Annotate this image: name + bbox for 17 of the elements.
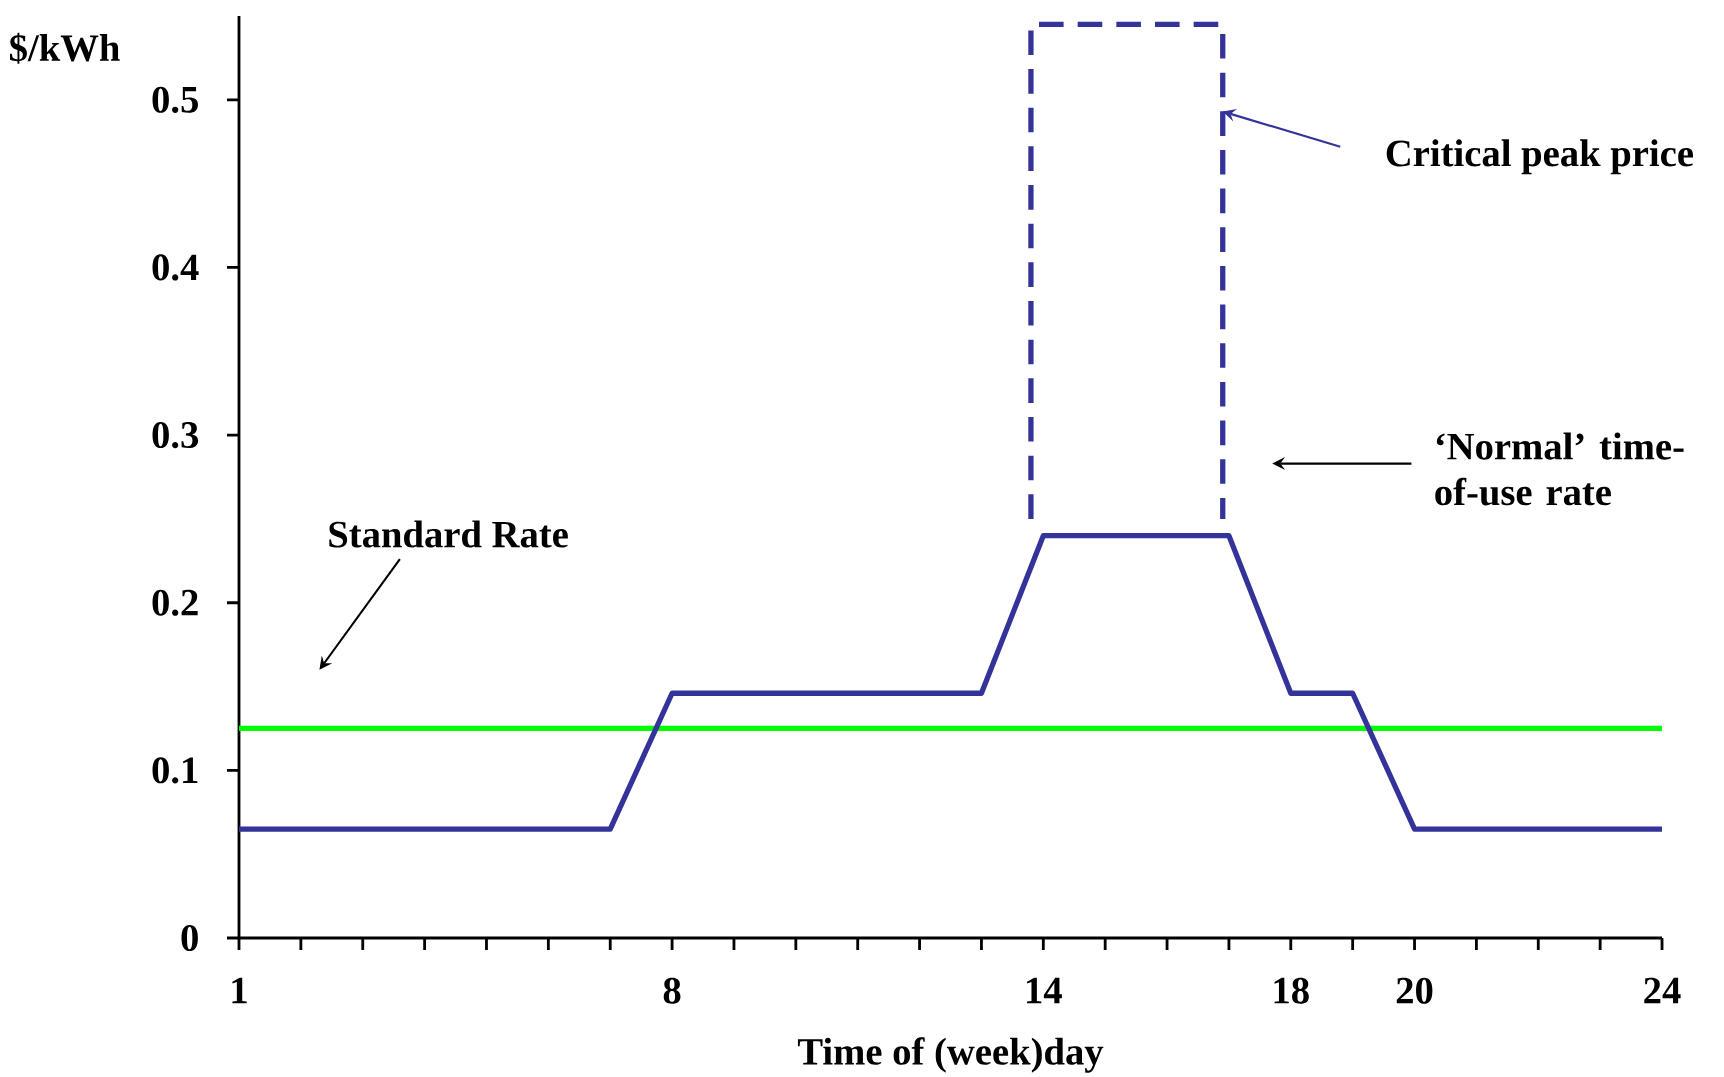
y-tick-label: 0.5 <box>152 86 198 113</box>
x-tick-label: 14 <box>1027 977 1062 1004</box>
x-tick-label: 18 <box>1274 977 1309 1004</box>
x-tick-label: 1 <box>232 977 247 1004</box>
x-tick-label: 8 <box>663 977 681 1004</box>
y-tick-label: 0 <box>181 924 198 952</box>
y-axis-title: $/kWh <box>10 32 120 64</box>
y-tick-label: 0.4 <box>152 254 199 281</box>
y-tick-label: 0.3 <box>152 421 199 449</box>
y-tick-label: 0.1 <box>152 757 198 784</box>
annotation: Standard Rate <box>329 520 568 548</box>
x-axis-title: Time of (week)day <box>797 1037 1104 1073</box>
y-tick-label: 0.2 <box>152 589 198 616</box>
x-tick-label: 20 <box>1396 977 1433 1004</box>
x-tick-label: 24 <box>1644 977 1681 1004</box>
annotation: Critical peak price <box>1386 139 1694 175</box>
annotation: ‘Normal’ time-of-use rate <box>1435 432 1684 506</box>
